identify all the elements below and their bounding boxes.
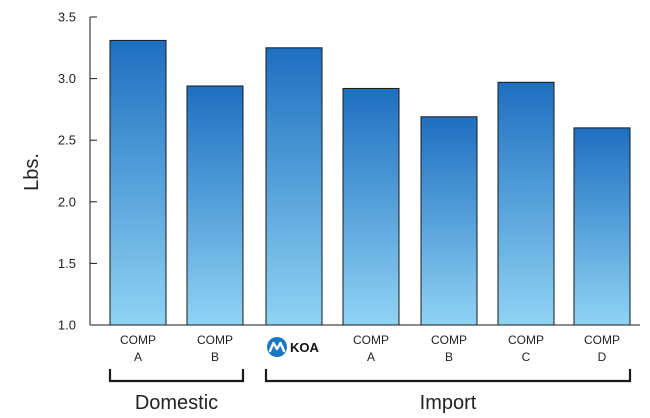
bar-6	[497, 81, 555, 326]
bar-3	[265, 47, 323, 326]
category-label: COMP	[584, 333, 620, 347]
group-bracket-domestic	[108, 369, 245, 383]
group-bracket-import	[264, 369, 632, 383]
category-label: COMP	[431, 333, 467, 347]
brand-name: KOA	[290, 340, 320, 355]
category-label: COMP	[120, 333, 156, 347]
y-tick-label: 2.5	[58, 133, 76, 148]
y-tick-label: 1.5	[58, 256, 76, 271]
bar-2	[186, 85, 244, 326]
y-tick-label: 3.5	[58, 10, 76, 25]
category-label: COMP	[197, 333, 233, 347]
bars-layer	[109, 39, 631, 326]
axis-layer	[89, 16, 640, 383]
bar-4	[342, 87, 400, 326]
group-label-domestic: Domestic	[135, 392, 218, 414]
y-tick-label: 1.0	[58, 318, 76, 333]
category-label: COMP	[353, 333, 389, 347]
category-sublabel: C	[522, 350, 531, 364]
brand-label: KOA	[267, 337, 320, 357]
y-tick-label: 3.0	[58, 71, 76, 86]
category-sublabel: B	[445, 350, 453, 364]
bar-5	[420, 116, 478, 326]
category-sublabel: A	[134, 350, 142, 364]
brand-logo-mark	[268, 341, 286, 353]
category-sublabel: B	[211, 350, 219, 364]
labels-layer: 1.0 1.5 2.0 2.5 3.0 3.5 COMP A COMP B KOA COMP A COMP…	[58, 10, 620, 415]
group-label-import: Import	[420, 392, 477, 414]
category-label: COMP	[508, 333, 544, 347]
category-sublabel: A	[367, 350, 375, 364]
bar-7	[573, 127, 631, 326]
category-sublabel: D	[598, 350, 607, 364]
y-tick-label: 2.0	[58, 194, 76, 209]
y-axis-label: Lbs.	[21, 153, 43, 191]
bar-1	[109, 39, 167, 326]
